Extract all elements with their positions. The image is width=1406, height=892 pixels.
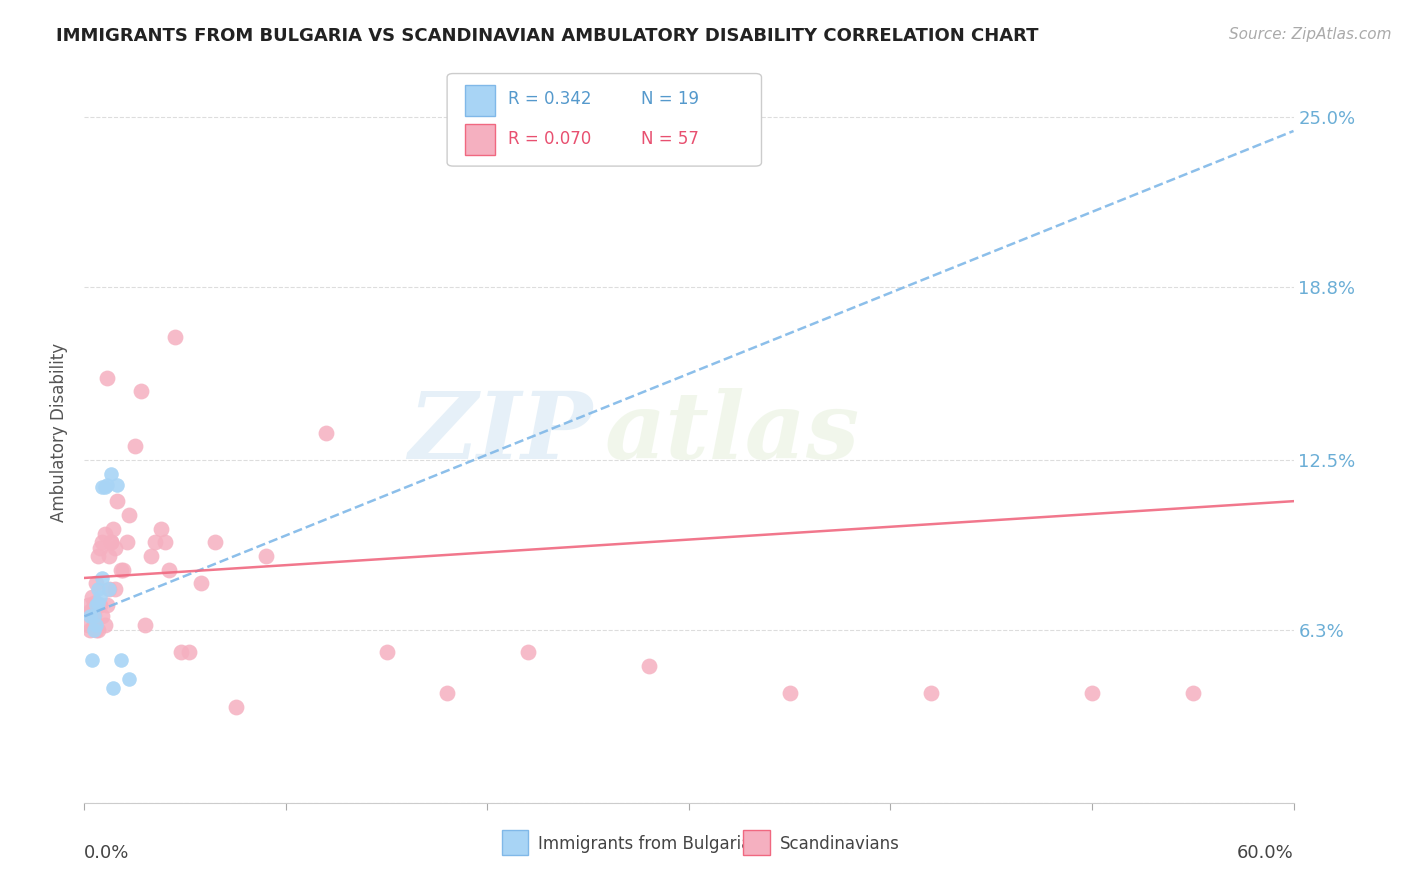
Point [143, 535, 166, 549]
FancyBboxPatch shape [465, 124, 495, 155]
Point [104, 582, 127, 596]
Point [375, 645, 398, 659]
Point [83, 617, 105, 632]
Text: 0.0%: 0.0% [84, 844, 129, 862]
Point [101, 681, 124, 695]
Point [139, 549, 162, 563]
Point [97, 549, 120, 563]
Point [86, 576, 108, 591]
Point [111, 563, 134, 577]
Point [77, 599, 100, 613]
Point [118, 508, 141, 522]
Text: R = 0.342: R = 0.342 [508, 90, 591, 109]
Text: Source: ZipAtlas.com: Source: ZipAtlas.com [1229, 27, 1392, 42]
Point [104, 541, 127, 555]
Point [110, 653, 132, 667]
Point [1081, 686, 1104, 700]
Point [79, 623, 101, 637]
Point [100, 467, 122, 481]
Point [100, 535, 122, 549]
Point [190, 576, 212, 591]
Point [1181, 686, 1204, 700]
Point [89, 590, 111, 604]
Point [82, 604, 104, 618]
Point [315, 425, 337, 440]
Text: Immigrants from Bulgaria: Immigrants from Bulgaria [538, 835, 751, 853]
FancyBboxPatch shape [502, 830, 529, 855]
Point [86, 599, 108, 613]
Point [165, 329, 187, 343]
Text: IMMIGRANTS FROM BULGARIA VS SCANDINAVIAN AMBULATORY DISABILITY CORRELATION CHART: IMMIGRANTS FROM BULGARIA VS SCANDINAVIAN… [56, 27, 1039, 45]
Point [96, 599, 118, 613]
Point [170, 645, 193, 659]
Point [110, 563, 132, 577]
Y-axis label: Ambulatory Disability: Ambulatory Disability [51, 343, 69, 522]
Point [87, 623, 110, 637]
Text: R = 0.070: R = 0.070 [508, 129, 591, 148]
Point [91, 480, 114, 494]
Text: 60.0%: 60.0% [1237, 844, 1294, 862]
Point [97, 582, 120, 596]
Point [82, 590, 104, 604]
Point [920, 686, 942, 700]
Point [83, 596, 105, 610]
Point [91, 571, 114, 585]
Point [93, 480, 115, 494]
Point [96, 371, 118, 385]
Point [100, 535, 122, 549]
Point [149, 522, 172, 536]
Text: N = 57: N = 57 [641, 129, 699, 148]
Point [87, 582, 110, 596]
Point [637, 658, 659, 673]
Point [87, 596, 110, 610]
Point [779, 686, 801, 700]
FancyBboxPatch shape [744, 830, 770, 855]
Point [87, 549, 110, 563]
Point [153, 535, 176, 549]
Point [96, 477, 118, 491]
Point [79, 609, 101, 624]
Point [77, 617, 100, 632]
Point [124, 439, 146, 453]
Point [86, 617, 108, 632]
Point [115, 535, 138, 549]
Point [105, 477, 128, 491]
Point [89, 541, 111, 555]
Point [225, 699, 247, 714]
Point [254, 549, 277, 563]
Point [83, 623, 105, 637]
Point [91, 609, 114, 624]
FancyBboxPatch shape [447, 73, 762, 166]
Point [89, 599, 111, 613]
Point [79, 604, 101, 618]
Text: N = 19: N = 19 [641, 90, 699, 109]
FancyBboxPatch shape [465, 85, 495, 116]
Point [129, 384, 152, 399]
Point [83, 609, 105, 624]
Point [86, 623, 108, 637]
Text: ZIP: ZIP [408, 388, 592, 477]
Text: Scandinavians: Scandinavians [780, 835, 900, 853]
Point [91, 535, 114, 549]
Point [93, 617, 115, 632]
Point [97, 582, 120, 596]
Point [157, 563, 180, 577]
Point [105, 494, 128, 508]
Point [93, 527, 115, 541]
Point [134, 617, 156, 632]
Point [516, 645, 538, 659]
Point [101, 522, 124, 536]
Point [82, 653, 104, 667]
Text: atlas: atlas [605, 388, 859, 477]
Point [118, 673, 141, 687]
Point [204, 535, 226, 549]
Point [83, 609, 105, 624]
Point [179, 645, 201, 659]
Point [436, 686, 458, 700]
